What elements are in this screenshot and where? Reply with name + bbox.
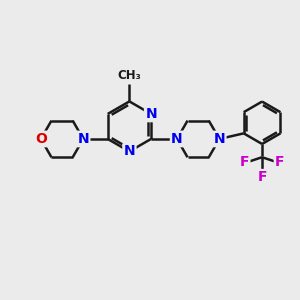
Text: N: N (77, 132, 89, 146)
Text: F: F (240, 154, 249, 169)
Text: F: F (257, 170, 267, 184)
Text: O: O (35, 132, 47, 146)
Text: N: N (145, 107, 157, 121)
Text: N: N (124, 145, 135, 158)
Text: N: N (214, 132, 225, 146)
Text: N: N (171, 132, 183, 146)
Text: F: F (275, 154, 284, 169)
Text: CH₃: CH₃ (118, 69, 141, 82)
